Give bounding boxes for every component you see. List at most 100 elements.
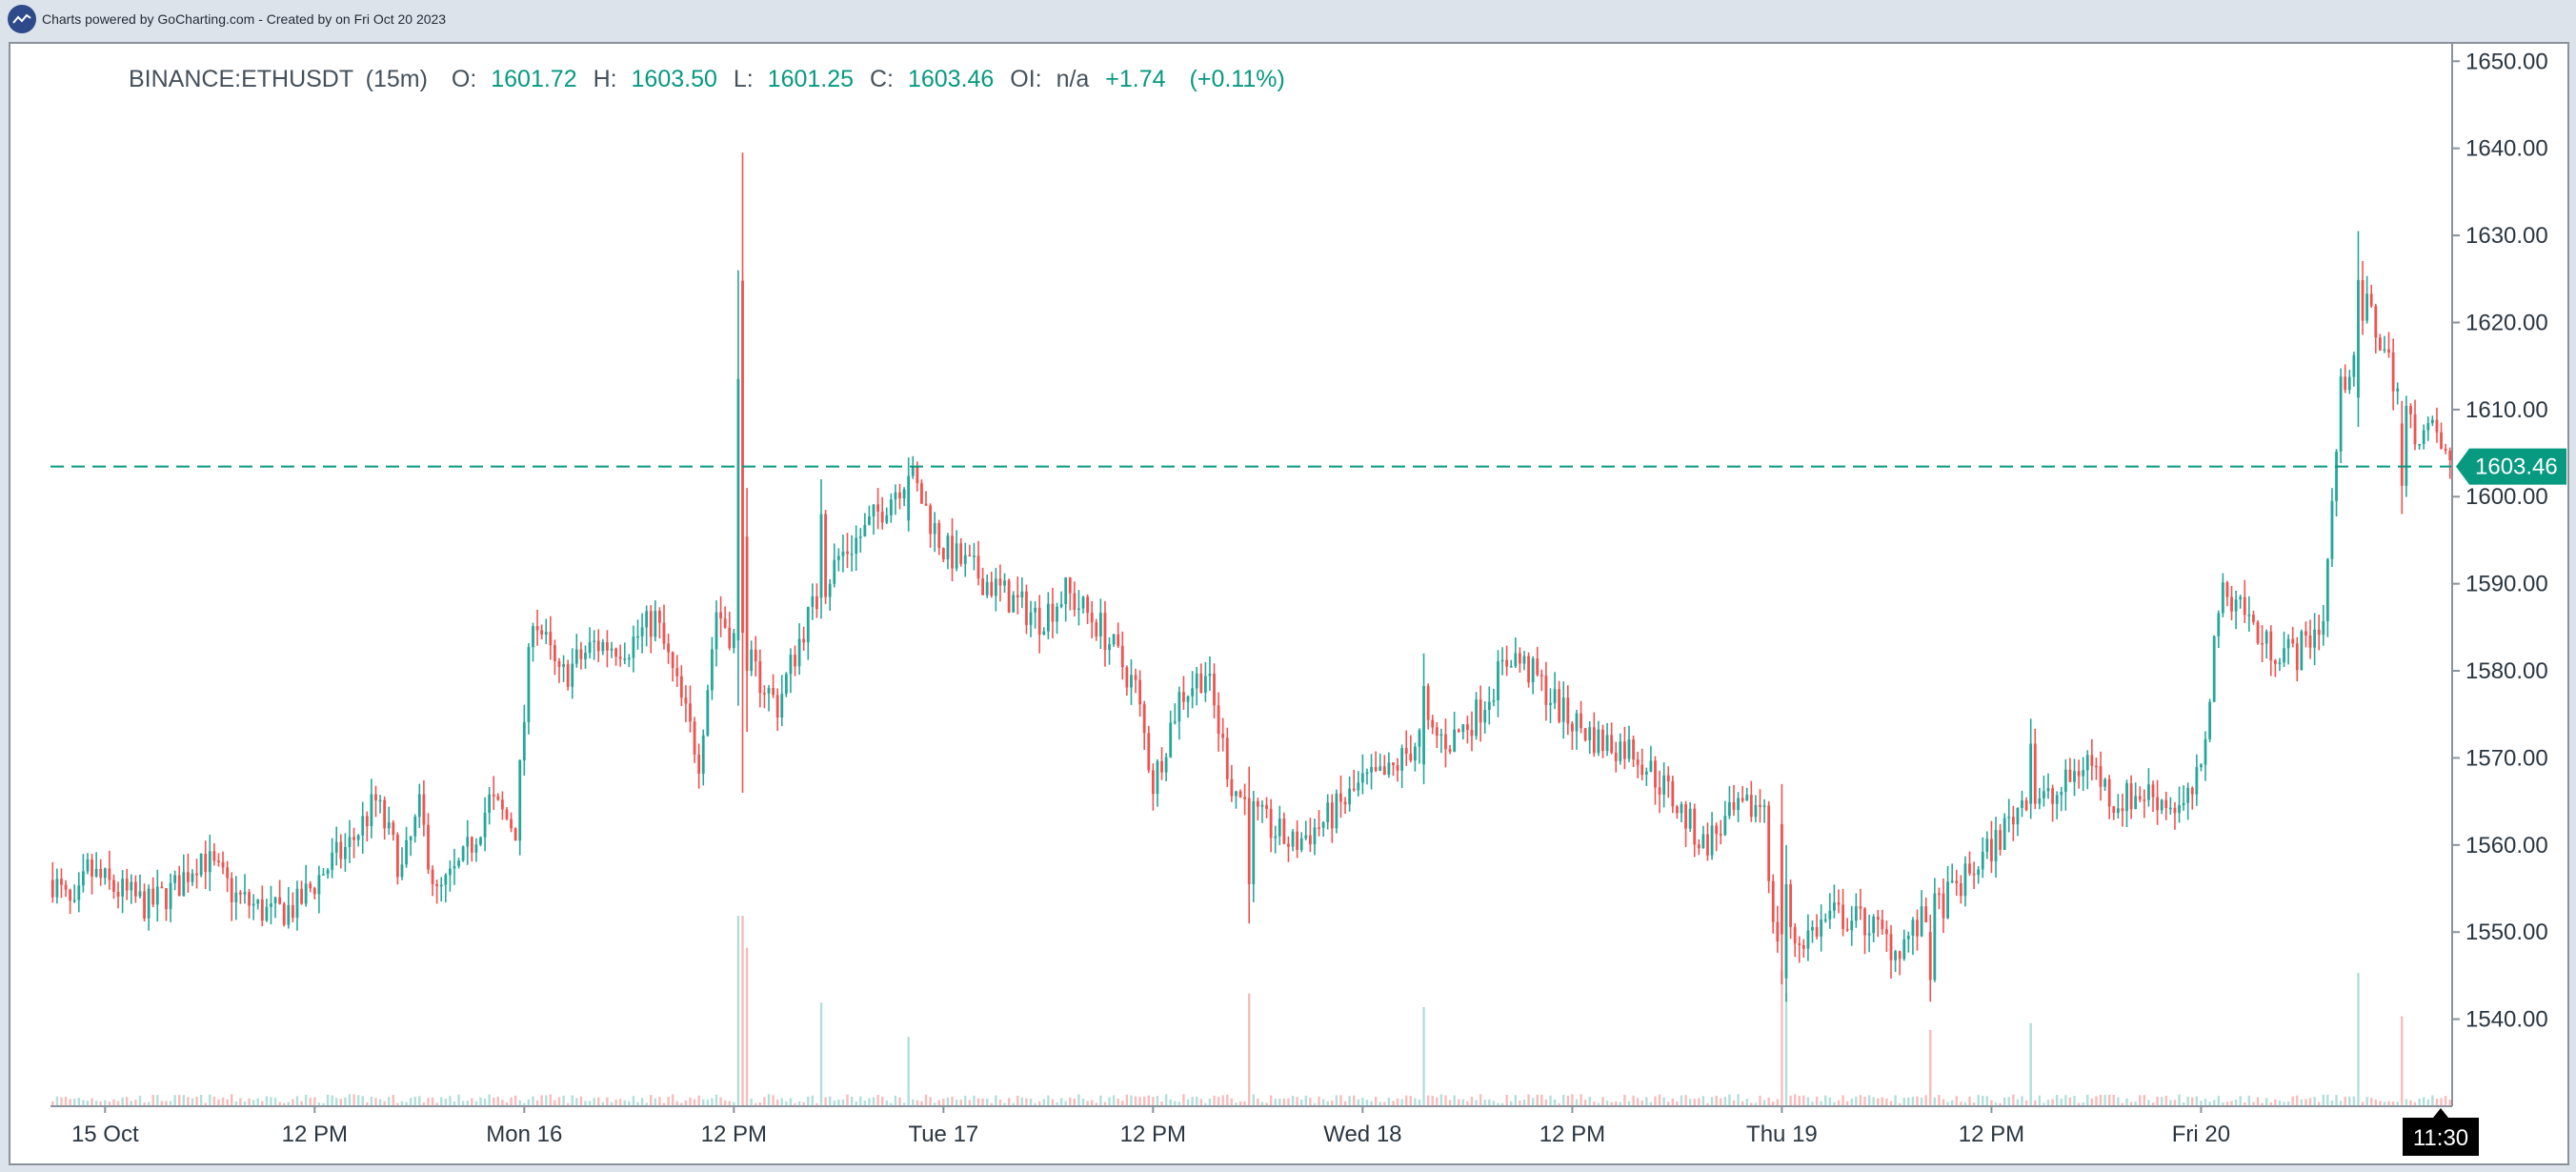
candle: [1195, 667, 1198, 706]
candle: [322, 868, 325, 876]
candle: [1357, 771, 1360, 797]
candle-body: [322, 874, 325, 876]
candle-body: [649, 611, 653, 637]
volume-bar: [2278, 1100, 2282, 1106]
volume-bar: [1531, 1098, 1535, 1106]
volume-bar: [461, 1101, 465, 1106]
candle: [121, 870, 125, 914]
candle-body: [1396, 765, 1399, 771]
candle-body: [392, 822, 395, 836]
candle: [1151, 763, 1155, 811]
candle-body: [1767, 805, 1771, 881]
volume-bar: [2444, 1096, 2447, 1106]
close-label: C:: [870, 66, 894, 92]
candle-body: [758, 661, 762, 694]
candle: [623, 642, 627, 665]
volume-bar: [789, 1098, 793, 1106]
volume-bar: [204, 1102, 207, 1106]
volume-bar: [2195, 1096, 2199, 1106]
volume-bar: [1436, 1097, 1439, 1106]
volume-bar: [1522, 1099, 1526, 1106]
volume-bar: [1152, 1097, 1155, 1106]
volume-bar: [1723, 1097, 1727, 1106]
candle: [2230, 585, 2233, 621]
candle-body: [1732, 801, 1736, 811]
candle-body: [736, 378, 740, 641]
volume-bar: [2095, 1096, 2098, 1106]
volume-bar: [2117, 1097, 2120, 1106]
candle-body: [1497, 661, 1499, 700]
candle: [479, 836, 482, 847]
candle: [614, 647, 617, 666]
chart-panel[interactable]: 1540.00 1550.00 1560.00 1570.00 1580.00 1590.…: [9, 42, 2569, 1165]
candle-body: [2204, 738, 2207, 765]
volume-bar: [2064, 1095, 2067, 1106]
candle: [636, 619, 639, 650]
candle: [728, 611, 732, 651]
volume-bar: [1348, 1096, 1351, 1106]
candle-body: [1077, 608, 1080, 611]
candle: [1034, 601, 1037, 629]
candle-body: [199, 854, 203, 876]
candle-body: [1282, 818, 1286, 844]
time-axis[interactable]: 15 Oct 12 PM Mon 16 12 PM Tue 17 12 PM Wed 18 1…: [50, 1105, 2452, 1147]
candle: [2063, 758, 2067, 811]
candle-body: [1706, 834, 1709, 856]
price-axis[interactable]: 1540.001550.001560.001570.001580.001590.…: [2451, 44, 2548, 1106]
candle-body: [1051, 603, 1055, 622]
price-tick-label: 1590.00: [2465, 572, 2548, 597]
candle-body: [1177, 692, 1181, 722]
candle: [1946, 865, 1949, 919]
candle-body: [1357, 782, 1360, 791]
candle-body: [1195, 673, 1198, 689]
candle: [1640, 748, 1644, 781]
volume-bar: [824, 1097, 827, 1106]
candle: [1963, 856, 1967, 907]
candle: [1108, 637, 1111, 665]
candle-body: [1963, 863, 1967, 897]
volume-bar: [69, 1099, 71, 1106]
volume-bar: [1199, 1099, 1202, 1106]
volume-bar: [331, 1095, 333, 1106]
volume-bar: [126, 1097, 129, 1106]
volume-bar: [1020, 1097, 1024, 1106]
candle-body: [1754, 804, 1758, 818]
candle-body: [658, 611, 661, 623]
volume-bar: [1933, 1097, 1937, 1106]
candle: [2444, 443, 2447, 455]
volume-bar: [413, 1096, 416, 1106]
candle: [1859, 888, 1862, 920]
volume-bar: [226, 1099, 229, 1106]
candle: [1627, 725, 1631, 762]
candle: [1169, 710, 1173, 758]
volume-bar: [1117, 1098, 1119, 1106]
candle-body: [195, 873, 198, 876]
volume-bar: [1169, 1099, 1172, 1106]
candle-body: [2330, 500, 2334, 559]
volume-bar: [479, 1097, 482, 1106]
candle-body: [532, 626, 534, 648]
candle: [1274, 825, 1278, 854]
volume-bar: [1361, 1098, 1364, 1106]
volume-bar: [933, 1102, 936, 1106]
candle-body: [1505, 659, 1509, 667]
volume-bar: [2379, 1101, 2382, 1106]
candle-body: [2043, 791, 2045, 798]
candle: [671, 651, 674, 682]
candle-body: [2234, 599, 2238, 612]
candle-body: [522, 721, 526, 760]
candle: [780, 675, 784, 727]
candlestick-chart[interactable]: 1540.001550.001560.001570.001580.001590.…: [10, 44, 2567, 1163]
candle-body: [1676, 806, 1679, 814]
volume-bar: [1985, 1096, 1989, 1106]
candle: [610, 641, 614, 658]
candle-body: [1343, 801, 1347, 805]
volume-bar: [352, 1094, 355, 1106]
candle-body: [387, 822, 391, 829]
candle-body: [2208, 701, 2212, 739]
candle: [2291, 626, 2295, 648]
candle-body: [1549, 702, 1552, 705]
volume-bar: [1353, 1095, 1356, 1106]
candle: [1632, 736, 1635, 768]
candle: [1243, 783, 1247, 816]
